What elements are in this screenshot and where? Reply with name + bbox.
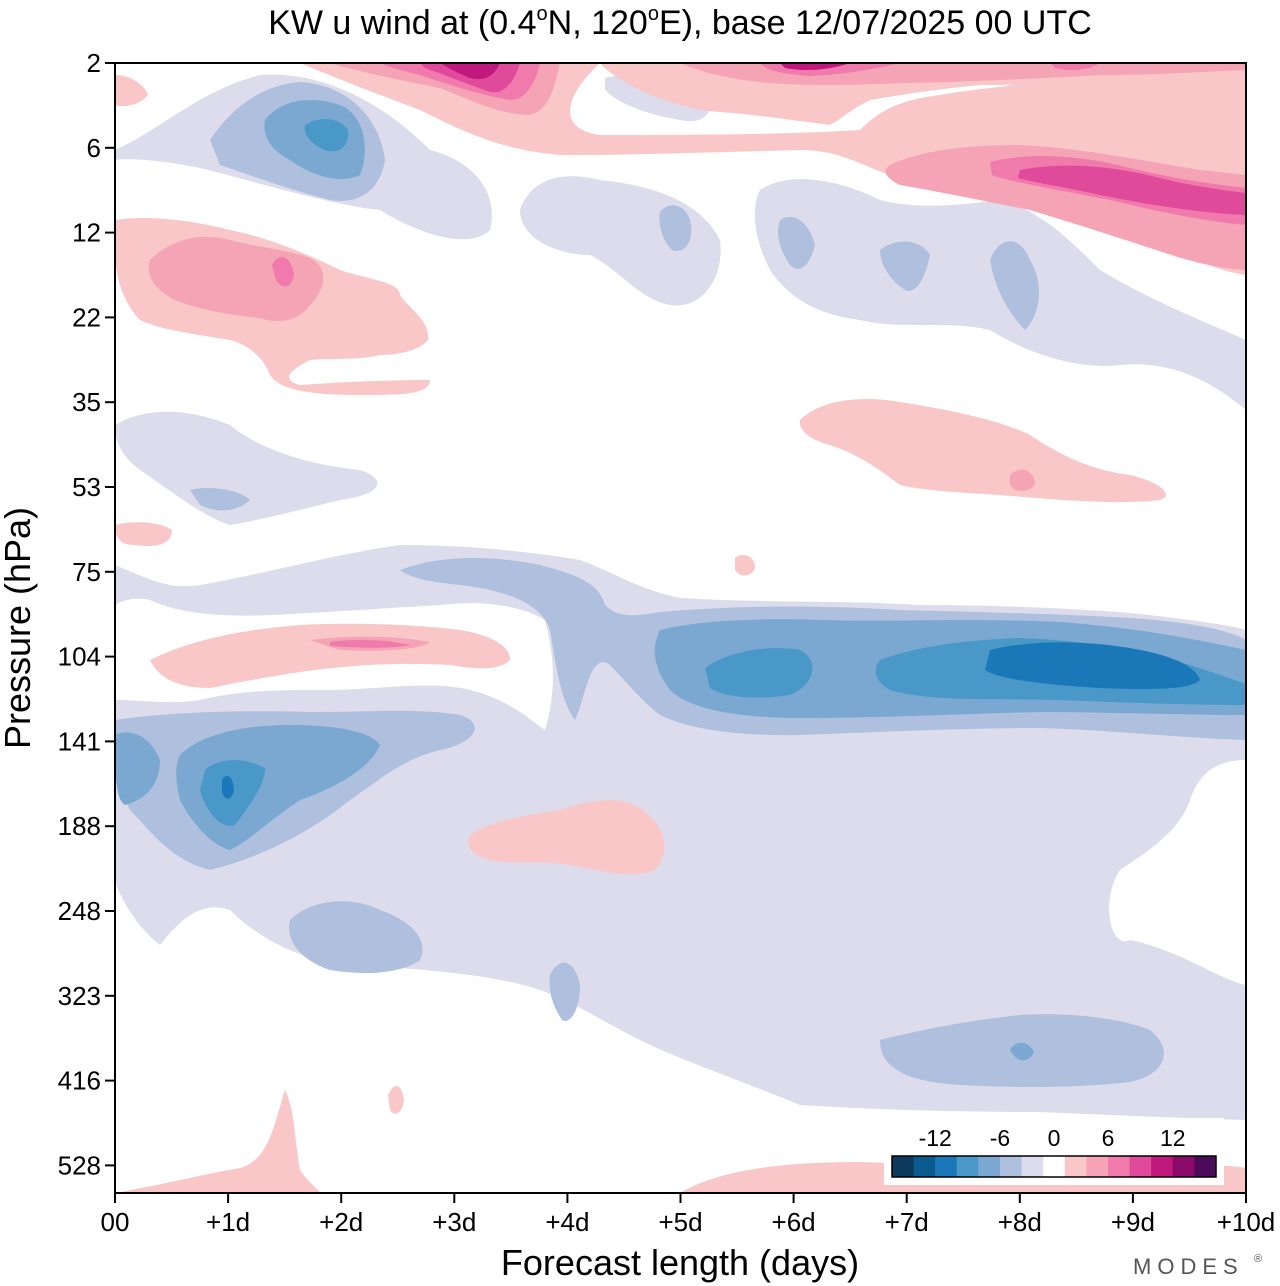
x-tick-label: +4d (545, 1207, 589, 1237)
x-tick-label: +2d (319, 1207, 363, 1237)
contour-neg-weak (754, 179, 1246, 410)
colorbar-swatch (1000, 1156, 1023, 1177)
contour-neg-stronger (304, 118, 349, 152)
x-axis: 00 +1d +2d +3d +4d +5d +6d +7d +8d +9d +10d (101, 1193, 1276, 1237)
contour-neg-mid (190, 488, 250, 511)
y-axis: 2 6 12 22 35 53 75 104 141 188 248 323 416 528 (58, 48, 115, 1180)
contour-neg-mid (659, 205, 692, 251)
contour-neg-strong (115, 732, 160, 805)
contour-neg-stronger (705, 648, 813, 698)
x-tick-label: 00 (101, 1207, 130, 1237)
y-tick-label: 248 (58, 896, 101, 926)
colorbar-swatch (1021, 1156, 1044, 1177)
colorbar-swatch (978, 1156, 1001, 1177)
contour-neg-weak (115, 411, 378, 525)
colorbar-swatch (1194, 1156, 1217, 1177)
x-tick-label: +10d (1217, 1207, 1276, 1237)
colorbar-label: 6 (1102, 1125, 1115, 1151)
contour-pos-strongest (780, 63, 850, 71)
colorbar-swatch (913, 1156, 936, 1177)
colorbar-swatch (1064, 1156, 1087, 1177)
colorbar-swatch (892, 1156, 915, 1177)
colorbar-swatch (1129, 1156, 1152, 1177)
x-tick-label: +1d (206, 1207, 250, 1237)
modes-logo-mark: ® (1254, 1253, 1262, 1265)
contour-pos-weak (799, 399, 1166, 503)
chart-title: KW u wind at (0.4oN, 120oE), base 12/07/… (268, 3, 1092, 42)
title-degree-2: o (648, 3, 659, 25)
title-mid: N, 120 (548, 4, 648, 42)
contour-pos-weak (468, 800, 665, 875)
x-tick-label: +5d (658, 1207, 702, 1237)
colorbar-swatch (935, 1156, 958, 1177)
colorbar-label: 12 (1160, 1125, 1186, 1151)
contour-pos-weak (115, 522, 172, 547)
colorbar-label: -6 (990, 1125, 1010, 1151)
colorbar-swatch (1151, 1156, 1174, 1177)
x-tick-label: +3d (432, 1207, 476, 1237)
contour-pos-weak (150, 623, 510, 688)
contour-pos-weak (388, 1085, 404, 1114)
y-tick-label: 53 (72, 472, 101, 502)
title-suffix: E), base 12/07/2025 00 UTC (659, 4, 1092, 42)
contour-pos-strong (1050, 63, 1100, 71)
contours-pos-strongest (440, 63, 850, 80)
contour-neg-mid (289, 901, 423, 973)
contour-pos-strong (330, 639, 410, 648)
colorbar: -12 -6 0 6 12 (884, 1118, 1224, 1185)
modes-logo: MODES (1133, 1254, 1244, 1279)
contour-neg-mid (990, 241, 1040, 330)
contour-pos-stronger (1018, 165, 1246, 215)
contour-neg-mid (880, 241, 930, 291)
plot-area (115, 63, 1246, 1193)
colorbar-label: 0 (1048, 1125, 1061, 1151)
colorbar-swatch (1043, 1156, 1066, 1177)
y-tick-label: 12 (72, 218, 101, 248)
contour-neg-strong (1010, 1042, 1034, 1061)
y-tick-label: 323 (58, 981, 101, 1011)
colorbar-frame (891, 1155, 1217, 1178)
contour-pos-strong (272, 257, 294, 287)
contour-pos-mid (1010, 469, 1035, 491)
y-tick-label: 75 (72, 557, 101, 587)
y-tick-label: 141 (58, 726, 101, 756)
y-tick-label: 6 (87, 133, 101, 163)
contour-neg-strongest (985, 642, 1200, 690)
y-tick-label: 35 (72, 387, 101, 417)
contour-neg-mid (778, 216, 815, 269)
y-tick-label: 188 (58, 811, 101, 841)
x-tick-label: +8d (998, 1207, 1042, 1237)
contour-pos-strongest (440, 63, 500, 80)
colorbar-swatch (1172, 1156, 1195, 1177)
title-prefix: KW u wind at (0.4 (268, 4, 536, 42)
y-tick-label: 528 (58, 1150, 101, 1180)
y-axis-title: Pressure (hPa) (0, 507, 38, 749)
colorbar-swatch (956, 1156, 979, 1177)
y-tick-label: 22 (72, 302, 101, 332)
colorbar-swatch (1108, 1156, 1131, 1177)
y-tick-label: 2 (87, 48, 101, 78)
x-axis-title: Forecast length (days) (501, 1242, 859, 1283)
contour-neg-strongest (222, 775, 234, 799)
y-tick-label: 104 (58, 642, 101, 672)
x-tick-label: +7d (885, 1207, 929, 1237)
contour-pos-weak (300, 63, 1246, 275)
x-tick-label: +9d (1111, 1207, 1155, 1237)
y-tick-label: 416 (58, 1066, 101, 1096)
colorbar-swatch (1086, 1156, 1109, 1177)
title-degree-1: o (537, 3, 548, 25)
contour-pos-weak (735, 555, 755, 576)
contour-neg-mid (549, 962, 580, 1021)
x-tick-label: +6d (772, 1207, 816, 1237)
contour-pos-weak (115, 75, 148, 107)
colorbar-label: -12 (919, 1125, 952, 1151)
contour-pos-weak (115, 1090, 320, 1193)
